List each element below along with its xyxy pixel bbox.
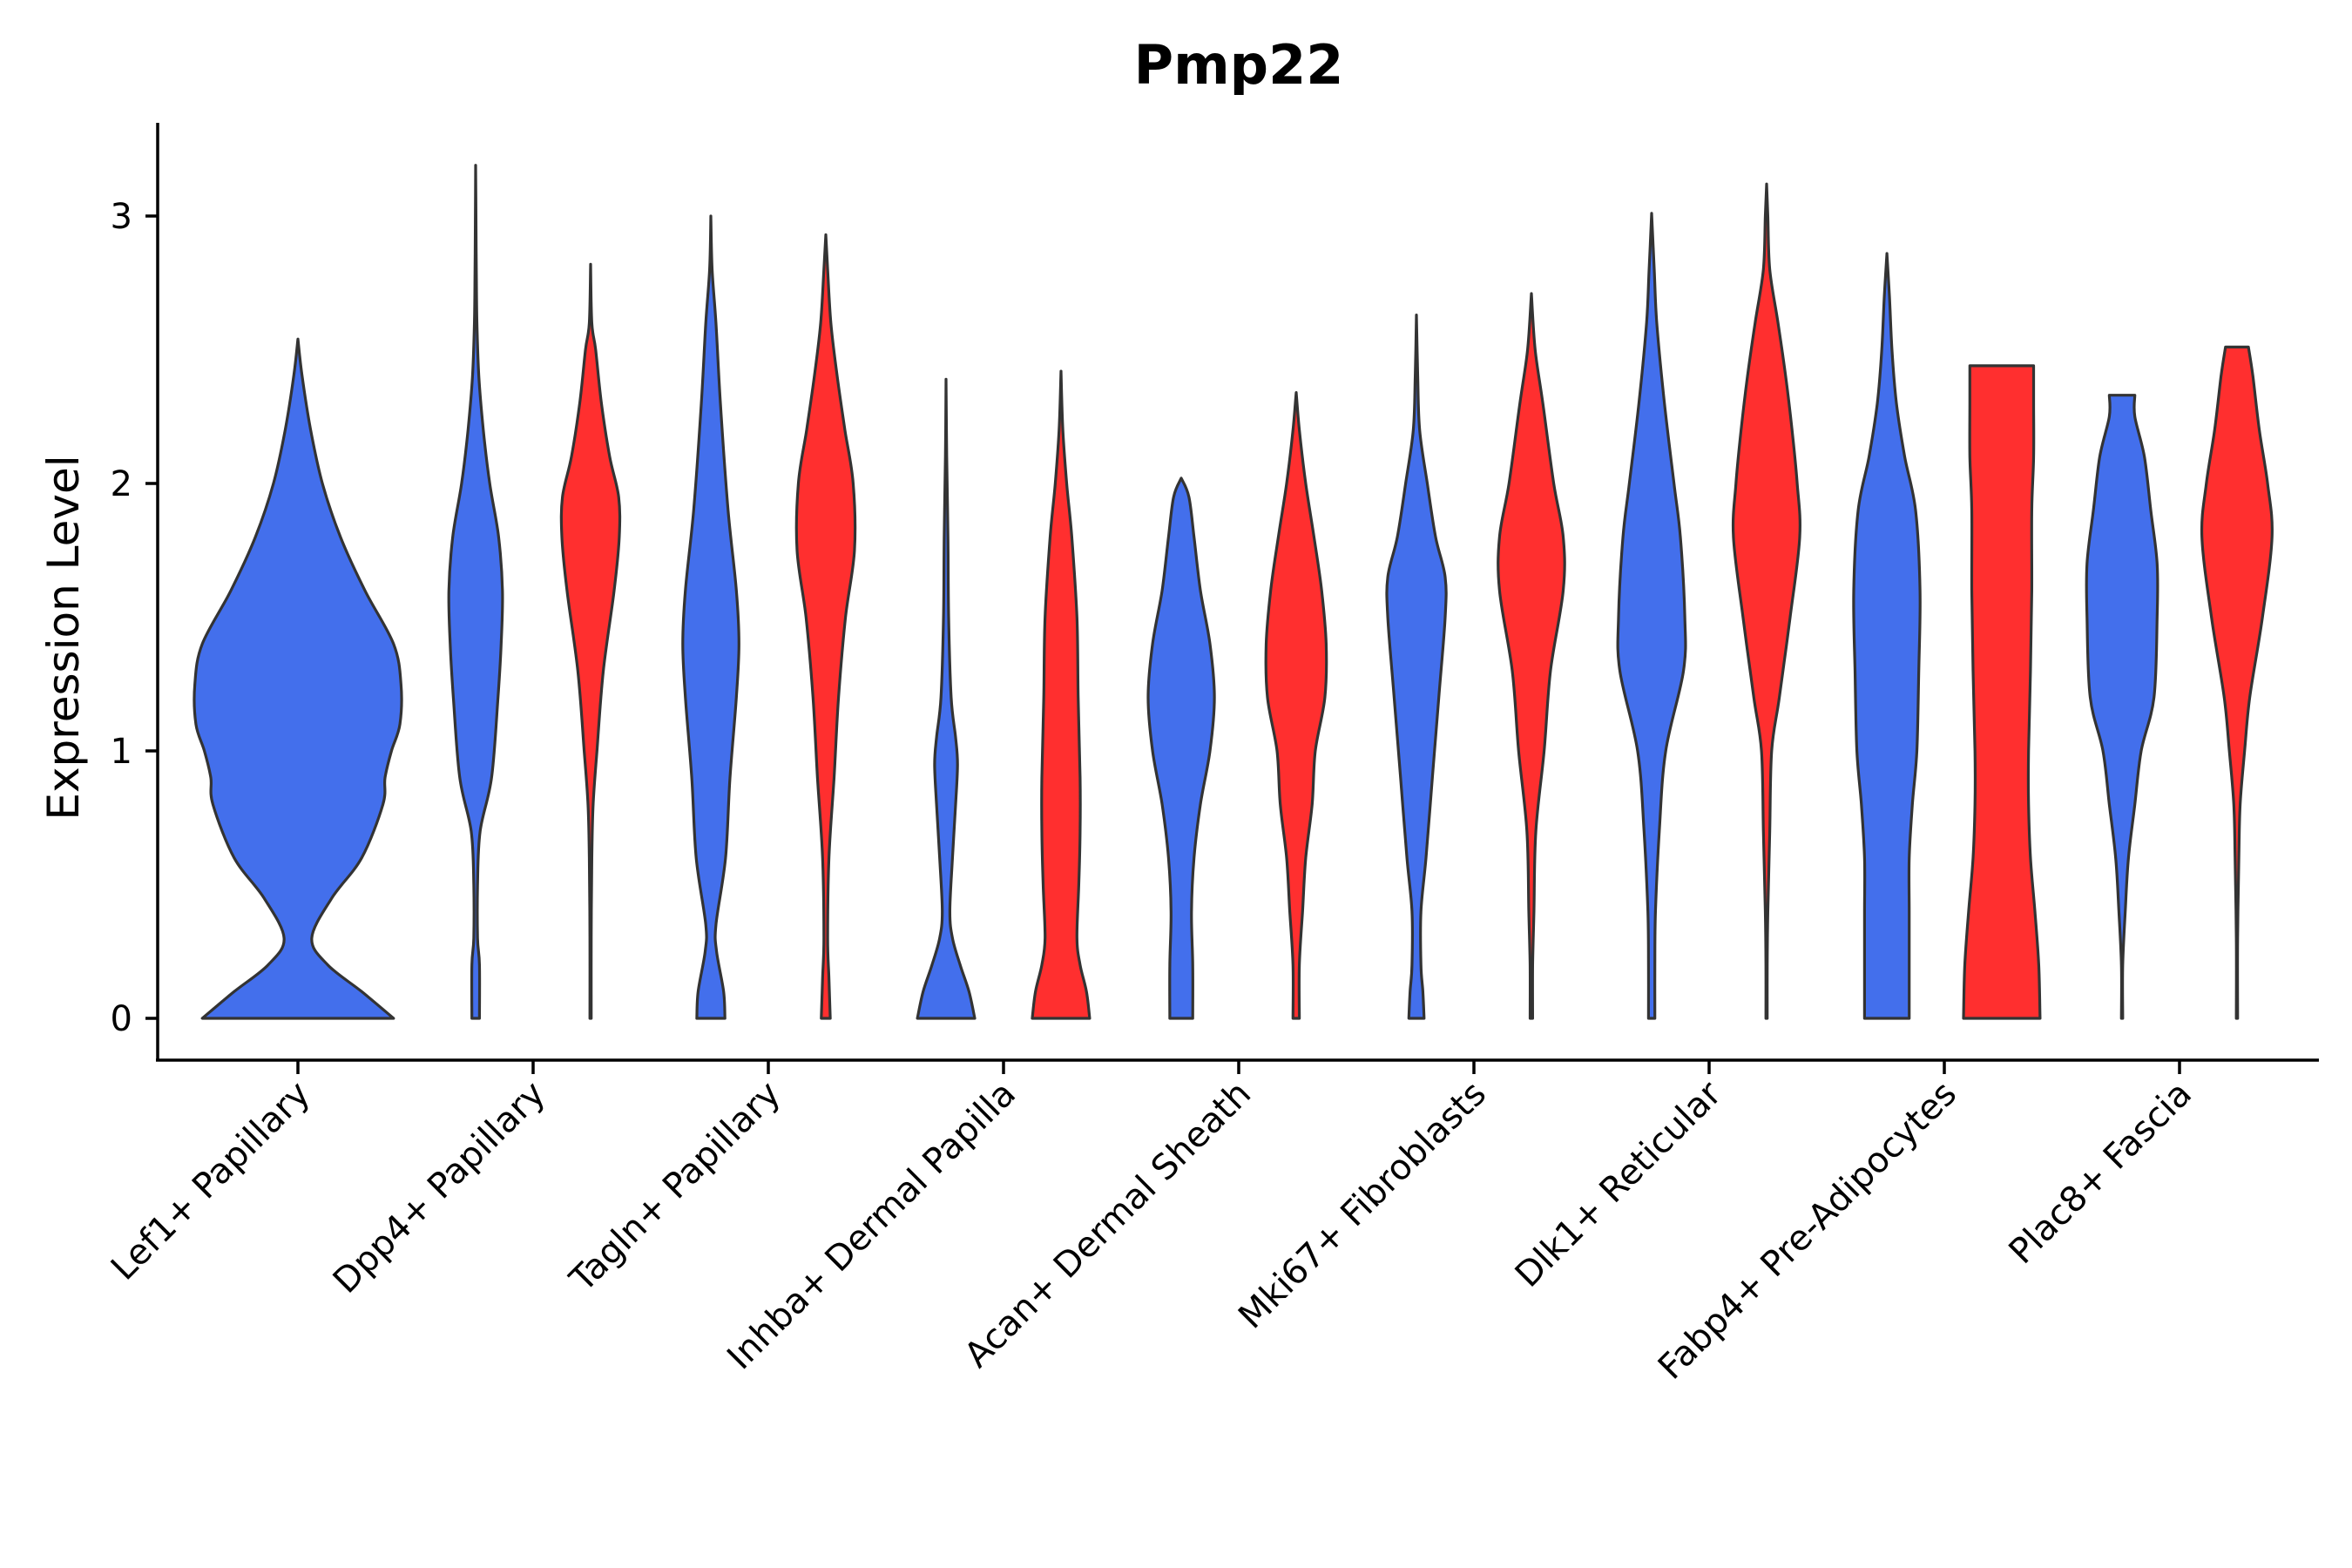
x-tick-label-lef1-papillary: Lef1+ Papillary bbox=[104, 1074, 318, 1288]
y-tick-label: 0 bbox=[111, 999, 132, 1039]
y-tick-label: 2 bbox=[111, 464, 132, 504]
violin-mki67-fibroblasts-red bbox=[1497, 292, 1566, 1020]
y-axis-label: Expression Level bbox=[38, 455, 89, 820]
violin-plac8-fascia-blue bbox=[2085, 394, 2159, 1020]
violin-fabp4-pre-adipocytes-red bbox=[1962, 364, 2042, 1020]
y-ticks: 0 1 2 3 bbox=[111, 197, 158, 1039]
violin-dlk1-reticular-red bbox=[1731, 182, 1801, 1020]
x-ticks: Lef1+ Papillary Dpp4+ Papillary Tagln+ Pap… bbox=[104, 1060, 2200, 1388]
violin-dpp4-papillary-blue bbox=[447, 164, 504, 1020]
violin-dlk1-reticular-blue bbox=[1616, 212, 1687, 1020]
x-tick-label-mki67-fibroblasts: Mki67+ Fibroblasts bbox=[1231, 1074, 1494, 1337]
violin-tagln-papillary-red bbox=[794, 233, 857, 1020]
y-tick-label: 1 bbox=[111, 732, 132, 772]
y-tick-label: 3 bbox=[111, 197, 132, 237]
violin-acan-dermal-sheath-red bbox=[1264, 391, 1328, 1020]
x-tick-label-dlk1-reticular: Dlk1+ Reticular bbox=[1508, 1073, 1730, 1295]
violin-inhba-dermal-papilla-red bbox=[1031, 369, 1092, 1020]
violin-dpp4-papillary-red bbox=[559, 262, 622, 1020]
x-tick-label-dpp4-papillary: Dpp4+ Papillary bbox=[326, 1074, 553, 1301]
violin-lef1-papillary-blue bbox=[193, 337, 403, 1020]
violin-plac8-fascia-red bbox=[2200, 345, 2274, 1020]
violin-mki67-fibroblasts-blue bbox=[1385, 314, 1448, 1020]
chart-title: Pmp22 bbox=[1134, 33, 1344, 97]
violin-tagln-papillary-blue bbox=[681, 214, 740, 1020]
violin-acan-dermal-sheath-blue bbox=[1146, 476, 1216, 1020]
x-tick-label-plac8-fascia: Plac8+ Fascia bbox=[2002, 1074, 2200, 1273]
x-tick-label-tagln-papillary: Tagln+ Papillary bbox=[562, 1074, 788, 1301]
violin-inhba-dermal-papilla-blue bbox=[916, 377, 977, 1020]
violin-fabp4-pre-adipocytes-blue bbox=[1852, 252, 1922, 1020]
violin-group bbox=[193, 164, 2274, 1020]
